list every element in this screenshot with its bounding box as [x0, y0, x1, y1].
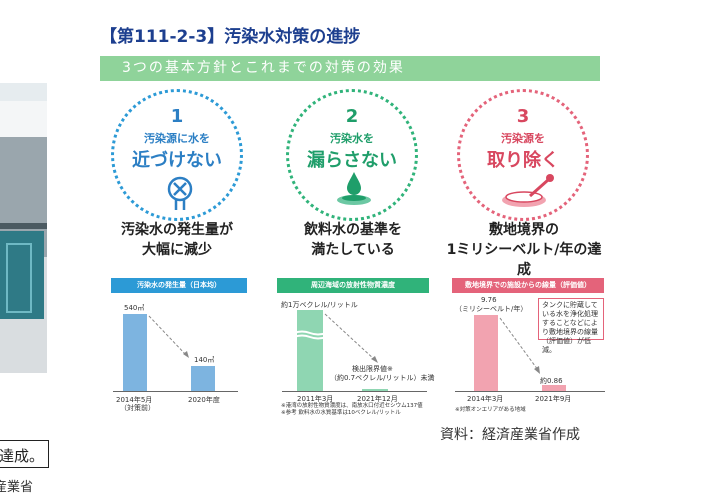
- tick-label: （対策前）: [120, 404, 155, 412]
- headline-line: 1ミリシーベルト/年の達成: [446, 242, 602, 278]
- policy-circle-2: 2 汚染水を 漏らさない: [286, 89, 418, 221]
- policy-small: 汚染源を: [501, 132, 545, 145]
- policy-circle-3: 3 汚染源を 取り除く: [457, 89, 589, 221]
- tick-label: 2011年3月: [297, 395, 334, 403]
- headline-1: 汚染水の発生量が 大幅に減少: [102, 220, 252, 260]
- petri-dish-icon: [502, 174, 554, 207]
- chart-title-1: 汚染水の発生量（日本均）: [111, 278, 247, 293]
- bar-2014: [123, 314, 147, 391]
- headline-line: 汚染水の発生量が: [121, 222, 233, 238]
- axis-break: [294, 330, 326, 340]
- tick-label: 2014年3月: [467, 395, 504, 403]
- no-water-icon: [167, 176, 193, 210]
- data-label: 140㎥: [194, 356, 215, 364]
- trend-arrow: [148, 315, 189, 358]
- x-axis: [113, 391, 238, 392]
- footnote: ※参考 飲料水の水質基準は10ベクレル/リットル: [281, 410, 401, 416]
- tick-label: 2021年12月: [357, 395, 398, 403]
- tick-label: 2021年9月: [535, 395, 572, 403]
- bar-2021: [362, 389, 388, 391]
- banner: 3つの基本方針とこれまでの対策の効果: [100, 56, 600, 81]
- data-label: 約1万ベクレル/リットル: [281, 301, 358, 309]
- source-note: 資料：経済産業省作成: [440, 427, 580, 443]
- policy-big: 取り除く: [487, 150, 559, 171]
- policy-number: 1: [170, 106, 184, 127]
- left-text-box: 達成。: [0, 440, 49, 468]
- bar-2020: [191, 366, 215, 391]
- data-label: 9.76: [481, 296, 497, 304]
- left-bottom-text: 産業省: [0, 480, 34, 495]
- headline-line: 飲料水の基準を: [304, 222, 402, 238]
- footnote: ※対策オンエリアがある地域: [455, 407, 526, 413]
- policy-big: 漏らさない: [307, 150, 397, 171]
- policy-number: 3: [516, 106, 530, 127]
- x-axis: [455, 391, 605, 392]
- tick-label: 2014年5月: [116, 396, 153, 404]
- data-label: 検出限界値※: [352, 365, 393, 373]
- policy-big: 近づけない: [132, 150, 222, 171]
- explanation-box: タンクに貯蔵している水を浄化処理することなどにより敷地境界の線量（評価値）が低減…: [538, 298, 604, 354]
- water-drop-icon: [337, 172, 371, 205]
- x-axis: [282, 391, 427, 392]
- headline-line: 敷地境界の: [489, 222, 559, 238]
- policy-circle-1: 1 汚染源に水を 近づけない: [111, 89, 243, 221]
- data-label: （約0.7ベクレル/リットル）未満: [330, 374, 435, 382]
- headline-3: 敷地境界の 1ミリシーベルト/年の達成: [444, 220, 604, 280]
- trend-arrow: [499, 317, 540, 374]
- policy-small: 汚染水を: [330, 132, 374, 145]
- headline-2: 飲料水の基準を 満たしている: [278, 220, 428, 260]
- trend-arrow: [324, 313, 378, 363]
- headline-line: 大幅に減少: [142, 242, 212, 258]
- bar-2021: [542, 385, 566, 391]
- chart-title-2: 周辺海域の放射性物質濃度: [277, 278, 429, 293]
- data-label: （ミリシーベルト/年）: [455, 305, 528, 313]
- footnote: ※港湾の放射性物質濃度は、南放水口付近セシウム137値: [281, 403, 423, 409]
- data-label: 540㎥: [124, 304, 145, 312]
- tick-label: 2020年度: [188, 396, 220, 404]
- bar-2011: [297, 310, 323, 391]
- bar-2014: [474, 315, 498, 391]
- headline-line: 満たしている: [311, 242, 395, 258]
- photo-fragment: [0, 83, 47, 373]
- chart-title-3: 敷地境界での施設からの線量（評価値）: [452, 278, 604, 293]
- data-label: 約0.86: [540, 377, 563, 385]
- policy-small: 汚染源に水を: [144, 132, 210, 145]
- figure-title: 【第111-2-3】汚染水対策の進捗: [100, 27, 361, 47]
- policy-number: 2: [345, 106, 359, 127]
